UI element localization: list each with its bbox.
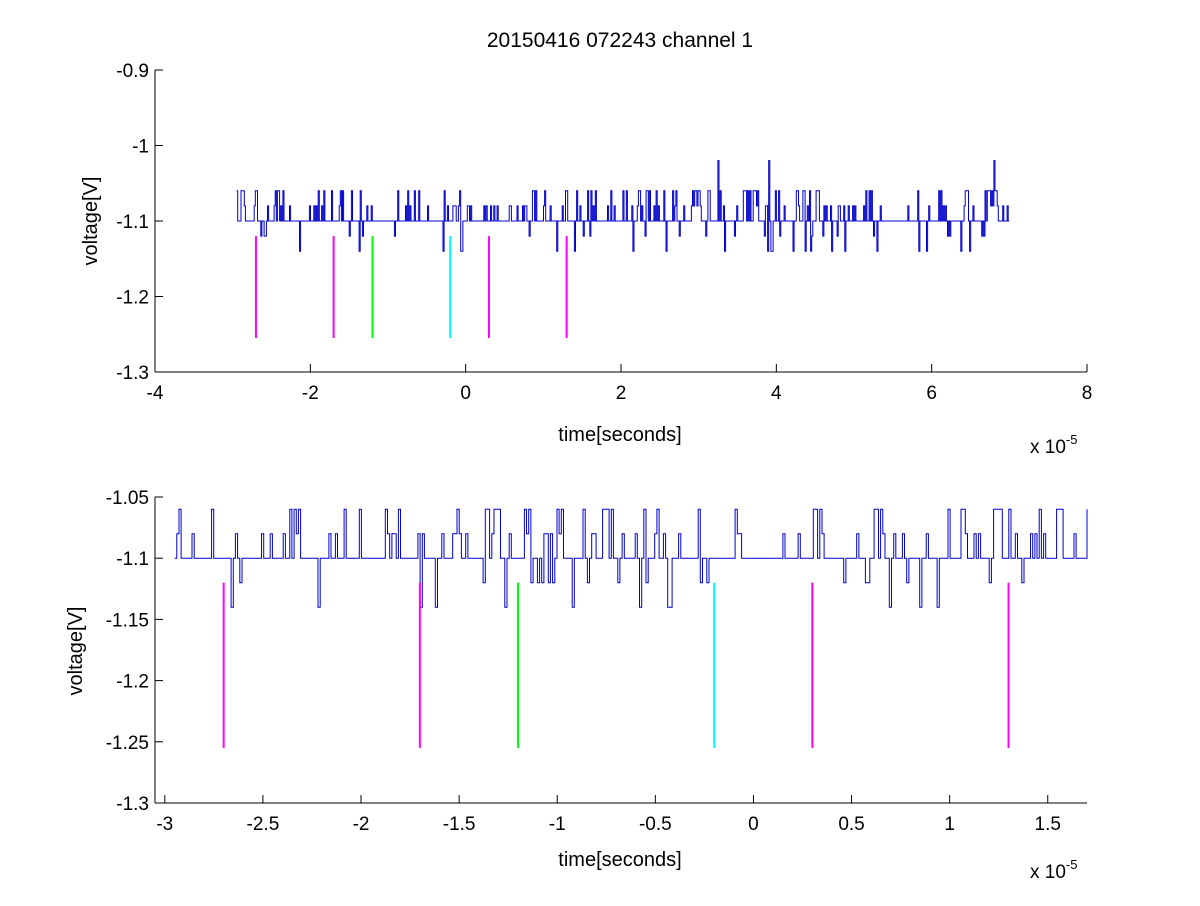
bottom-x-tick-label: -2.5 bbox=[247, 814, 280, 835]
bottom-x-tick-label: 0.5 bbox=[838, 814, 864, 835]
bottom-y-tick-label: -1.1 bbox=[116, 549, 149, 570]
bottom-axes: time[seconds] voltage[V] x 10-5 -3 -2.5 -2… bbox=[65, 488, 1088, 883]
bottom-voltage-trace bbox=[174, 508, 1088, 608]
bottom-y-tick-label: -1.2 bbox=[116, 672, 149, 693]
bottom-x-tick-label: -0.5 bbox=[639, 814, 672, 835]
top-x-tick-label: 4 bbox=[771, 383, 782, 404]
top-x-axis-label: time[seconds] bbox=[558, 424, 681, 446]
bottom-x-multiplier: x 10-5 bbox=[1030, 857, 1077, 883]
top-y-tick-label: -1.2 bbox=[116, 288, 149, 309]
bottom-x-tick-label: -1.5 bbox=[443, 814, 476, 835]
bottom-x-axis-label: time[seconds] bbox=[558, 849, 681, 871]
top-x-multiplier-exponent: -5 bbox=[1066, 432, 1078, 447]
top-voltage-trace bbox=[236, 160, 1010, 252]
bottom-y-tick-label: -1.15 bbox=[106, 610, 149, 631]
bottom-y-tick-label: -1.05 bbox=[106, 488, 149, 509]
bottom-x-tick-label: 1.5 bbox=[1035, 814, 1061, 835]
top-x-tick-label: 8 bbox=[1082, 383, 1093, 404]
bottom-x-multiplier-exponent: -5 bbox=[1066, 857, 1078, 872]
bottom-x-tick-label: -3 bbox=[156, 814, 173, 835]
bottom-x-tick-label: 1 bbox=[944, 814, 955, 835]
top-x-tick-label: 0 bbox=[460, 383, 471, 404]
top-x-tick-label: -4 bbox=[147, 383, 164, 404]
top-y-tick-label: -1.1 bbox=[116, 212, 149, 233]
bottom-y-axis-label: voltage[V] bbox=[65, 607, 87, 696]
chart-title: 20150416 072243 channel 1 bbox=[487, 29, 753, 52]
bottom-y-tick-label: -1.3 bbox=[116, 794, 149, 815]
top-y-tick-label: -0.9 bbox=[116, 61, 149, 82]
bottom-y-tick-label: -1.25 bbox=[106, 733, 149, 754]
top-x-tick-label: -2 bbox=[302, 383, 319, 404]
top-axes: time[seconds] voltage[V] x 10-5 -4 -2 0 2 4 6… bbox=[80, 61, 1092, 458]
top-y-tick-label: -1.3 bbox=[116, 363, 149, 384]
top-y-axis-label: voltage[V] bbox=[80, 177, 102, 266]
top-y-tick-label: -1 bbox=[132, 137, 149, 158]
bottom-x-tick-label: 0 bbox=[748, 814, 759, 835]
bottom-x-tick-label: -2 bbox=[353, 814, 370, 835]
top-x-multiplier-base: x 10 bbox=[1030, 437, 1066, 458]
bottom-x-tick-label: -1 bbox=[549, 814, 566, 835]
top-x-tick-label: 6 bbox=[926, 383, 937, 404]
top-x-tick-label: 2 bbox=[616, 383, 627, 404]
top-x-multiplier: x 10-5 bbox=[1030, 432, 1077, 458]
bottom-x-multiplier-base: x 10 bbox=[1030, 862, 1066, 883]
